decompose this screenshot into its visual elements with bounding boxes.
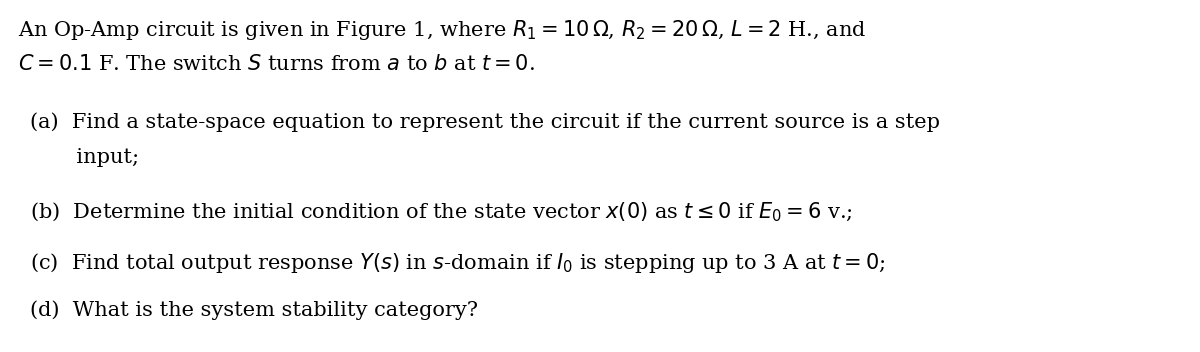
- Text: (b)  Determine the initial condition of the state vector $x(0)$ as $t \leq 0$ if: (b) Determine the initial condition of t…: [30, 201, 853, 224]
- Text: (d)  What is the system stability category?: (d) What is the system stability categor…: [30, 300, 478, 320]
- Text: (c)  Find total output response $Y(s)$ in $s$-domain if $I_0$ is stepping up to : (c) Find total output response $Y(s)$ in…: [30, 251, 886, 275]
- Text: (a)  Find a state-space equation to represent the circuit if the current source : (a) Find a state-space equation to repre…: [30, 112, 940, 132]
- Text: An Op-Amp circuit is given in Figure 1, where $R_1 = 10\,\Omega$, $R_2 = 20\,\Om: An Op-Amp circuit is given in Figure 1, …: [18, 18, 866, 42]
- Text: $C = 0.1$ F. The switch $S$ turns from $a$ to $b$ at $t = 0$.: $C = 0.1$ F. The switch $S$ turns from $…: [18, 54, 535, 74]
- Text: input;: input;: [30, 148, 139, 167]
